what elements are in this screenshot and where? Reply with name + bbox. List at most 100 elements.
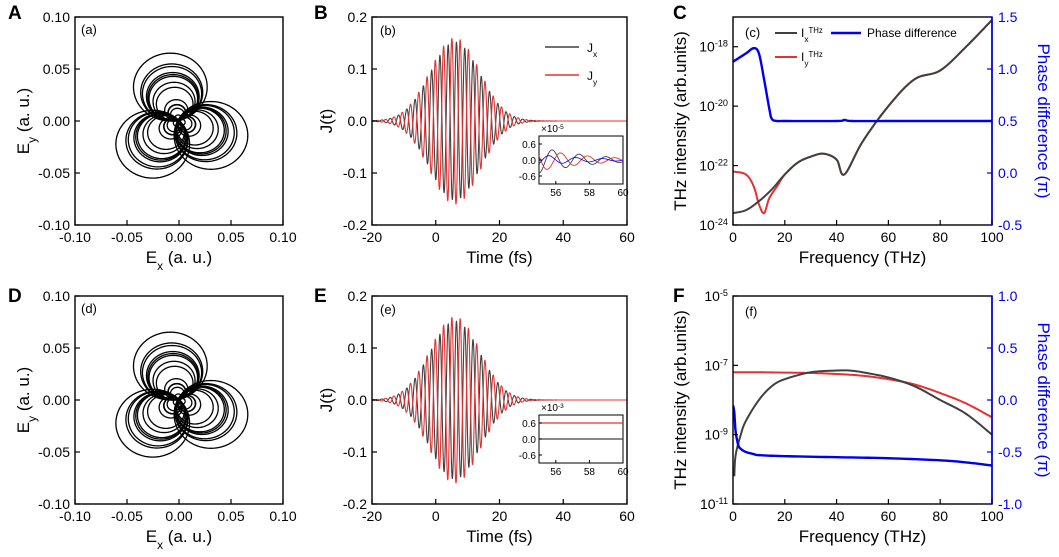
panel-A-ytick-label: 0.05 bbox=[43, 61, 70, 77]
x-axis-title-A-part: (a. u.) bbox=[163, 248, 212, 267]
panel-D-ytick-label: 0.05 bbox=[43, 340, 70, 356]
y-axis-title-D-part: y bbox=[25, 416, 39, 422]
panel-D-xtick-label: 0.10 bbox=[269, 508, 296, 524]
panel-A-ytick-label: -0.05 bbox=[38, 165, 70, 181]
panel-D-ytick-label: -0.05 bbox=[38, 444, 70, 460]
panel-F-ytick-r-label: 0.5 bbox=[998, 340, 1018, 356]
panel-F: F(f)0 20 40 60 80 10010-510-710-910-111.00.50… bbox=[671, 286, 1053, 546]
panel-C-ytick-r-label: 1.0 bbox=[998, 61, 1018, 77]
panel-B-xtick-label: 0 bbox=[432, 229, 440, 245]
legend-label-Jx-part: x bbox=[593, 49, 598, 59]
ytick-left-label-part: -7 bbox=[720, 357, 728, 367]
ytick-left-label-part: 10 bbox=[699, 98, 715, 114]
legend-label-Iy: IyTHz bbox=[801, 50, 823, 69]
trajectory-ring bbox=[115, 388, 191, 458]
panel-C-xtick-label: 100 bbox=[980, 229, 1004, 245]
ytick-left-label-part: 10 bbox=[700, 496, 716, 512]
ytick-left-label: 10-9 bbox=[704, 427, 728, 443]
ytick-left-label: 10-20 bbox=[699, 98, 728, 114]
panel-A-ytick-label: 0.10 bbox=[43, 9, 70, 25]
inset-ytick-label: -0.6 bbox=[519, 451, 537, 462]
x-axis-title-A: Ex (a. u.) bbox=[146, 248, 212, 273]
ytick-left-label: 10-22 bbox=[699, 158, 728, 174]
inset-extra bbox=[538, 155, 624, 165]
inset-ytick-label: 0.0 bbox=[522, 435, 536, 446]
x-axis-title-B: Time (fs) bbox=[466, 248, 532, 267]
panel-A-xtick-label: 0.00 bbox=[165, 229, 192, 245]
inset-xtick-label: 60 bbox=[617, 188, 629, 199]
ytick-left-label-part: -9 bbox=[720, 427, 728, 437]
panel-tag-A: (a) bbox=[81, 22, 97, 37]
panel-F-xtick-label: 40 bbox=[829, 508, 845, 524]
series-Ix bbox=[733, 19, 992, 215]
panel-F-xtick-label: 60 bbox=[881, 508, 897, 524]
legend-label-Ix-part: I bbox=[801, 26, 804, 40]
panel-B-xtick-label: 60 bbox=[619, 229, 635, 245]
series-Iy bbox=[733, 371, 992, 419]
panel-tag-C: (c) bbox=[745, 25, 760, 40]
legend-label-Jy: Jy bbox=[587, 69, 598, 87]
inset-ytick-label: 0.0 bbox=[522, 156, 536, 167]
y-axis-title-left-C: THz intensity (arb.units) bbox=[671, 31, 690, 211]
panel-E-ytick-label: 0.0 bbox=[348, 392, 368, 408]
legend-label-Jx: Jx bbox=[587, 41, 598, 59]
inset-scale-part: -5 bbox=[558, 124, 564, 131]
panel-F-ytick-r-label: 1.0 bbox=[998, 288, 1018, 304]
trajectory-group bbox=[115, 52, 249, 179]
legend-label-phase: Phase difference bbox=[867, 26, 957, 40]
panel-D: D (d) -0.10 -0.05 0.00 0.05 0.10 0.10 0.05 0.00 -0… bbox=[8, 286, 297, 552]
y-axis-title-B: J(t) bbox=[317, 109, 336, 134]
y-axis-title-left-F: THz intensity (arb.units) bbox=[671, 310, 690, 490]
trajectory-ring bbox=[115, 109, 191, 179]
x-axis-title-A-part: x bbox=[157, 259, 163, 273]
inset-xtick-label: 58 bbox=[584, 467, 596, 478]
panel-tag-B: (b) bbox=[380, 23, 396, 38]
panel-E: E (e) -20 0 20 40 60 0.2 0.1 0.0 -0.1 -0.2 Time (fs)… bbox=[314, 286, 635, 546]
legend-label-Jy-part: y bbox=[593, 77, 598, 87]
legend-label-Ix-part: THz bbox=[809, 26, 823, 35]
panel-E-xtick-label: 20 bbox=[492, 508, 508, 524]
panel-F-xtick-label: 20 bbox=[777, 508, 793, 524]
trajectory-ring bbox=[174, 385, 227, 434]
legend-label-Jy-part: J bbox=[587, 69, 593, 83]
y-axis-title-D-part: E bbox=[14, 422, 33, 433]
curves bbox=[733, 19, 992, 215]
ytick-left-label-part: -5 bbox=[720, 288, 728, 298]
ytick-left-label: 10-5 bbox=[704, 288, 728, 304]
ytick-left-label-part: -20 bbox=[715, 98, 728, 108]
x-axis-title-D-part: x bbox=[157, 538, 163, 552]
panel-C-xtick-label: 80 bbox=[932, 229, 948, 245]
panel-letter-D: D bbox=[8, 286, 22, 307]
panel-F-ytick-r-label: -0.5 bbox=[998, 444, 1022, 460]
panel-E-xtick-label: 60 bbox=[619, 508, 635, 524]
panel-C-xtick-label: 20 bbox=[777, 229, 793, 245]
y-axis-title-A-part: E bbox=[14, 143, 33, 154]
x-axis-title-F: Frequency (THz) bbox=[799, 527, 927, 546]
trajectory-ring bbox=[173, 100, 249, 170]
trajectory-group bbox=[115, 331, 249, 458]
panel-F-xtick-label: 100 bbox=[980, 508, 1004, 524]
ytick-left-label: 10-11 bbox=[700, 496, 728, 512]
legend-label-Iy-part: y bbox=[804, 58, 809, 68]
ytick-left-label: 10-18 bbox=[699, 39, 728, 55]
panel-tag-F: (f) bbox=[745, 304, 757, 319]
panel-D-ytick-label: 0.10 bbox=[43, 288, 70, 304]
panel-tag-D: (d) bbox=[81, 301, 97, 316]
panel-D-xtick-label: 0.05 bbox=[217, 508, 244, 524]
panel-C-ytick-r-label: 1.5 bbox=[998, 9, 1018, 25]
panel-C-xtick-label: 0 bbox=[729, 229, 737, 245]
panel-C: C(c)0 20 40 60 80 10010-1810-2010-2210-241.51… bbox=[671, 3, 1053, 267]
panel-A: A (a) -0.10 -0.05 0.00 0.05 0.10 0.10 0.05 0.00 -0… bbox=[8, 3, 297, 273]
panel-F-ytick-r-label: 0.0 bbox=[998, 392, 1018, 408]
y-axis-title-E: J(t) bbox=[317, 388, 336, 413]
x-axis-title-A-part: E bbox=[146, 248, 157, 267]
ytick-left-label-part: 10 bbox=[699, 158, 715, 174]
ytick-left-label-part: -22 bbox=[715, 158, 728, 168]
ytick-left-label: 10-7 bbox=[704, 357, 728, 373]
series-phase bbox=[733, 47, 992, 123]
panel-letter-B: B bbox=[314, 3, 328, 24]
panel-B: B (b) -20 0 20 40 60 0.2 0.1 0.0 -0.1 -0.2 Time (fs)… bbox=[314, 3, 635, 267]
inset-Jx bbox=[538, 149, 624, 174]
panel-B-ytick-label: 0.0 bbox=[348, 113, 368, 129]
panel-E-ytick-label: -0.2 bbox=[343, 496, 367, 512]
